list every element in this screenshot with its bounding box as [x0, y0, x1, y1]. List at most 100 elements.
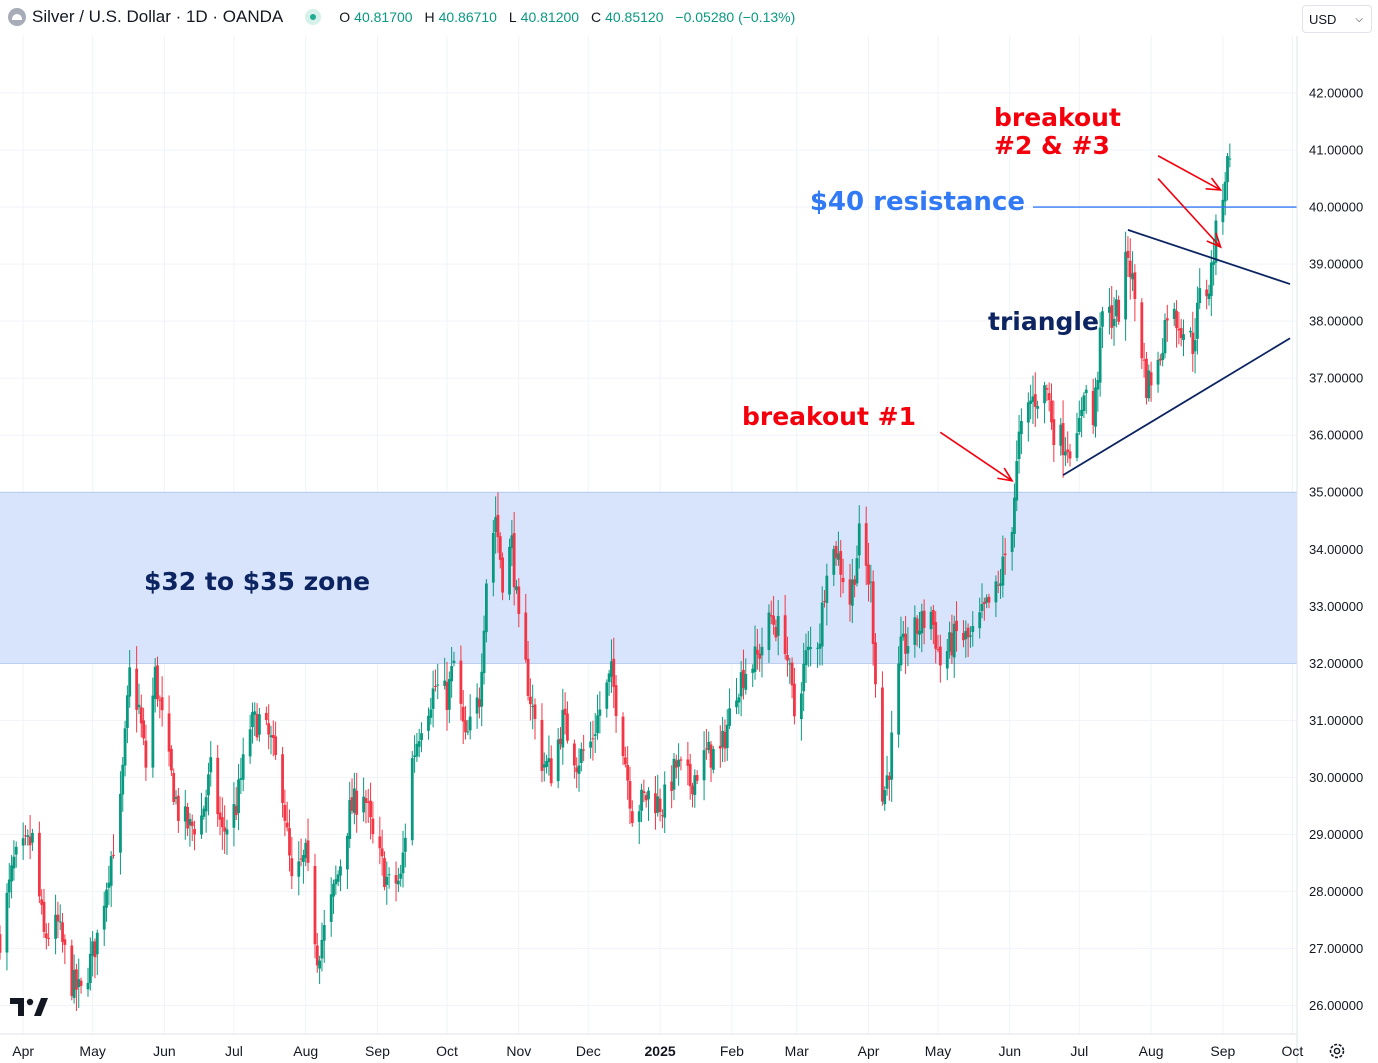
candle-body [591, 738, 595, 740]
ohlc-readout: O 40.81700 H 40.86710 L 40.81200 C 40.85120 … [339, 9, 799, 25]
candle-body [320, 939, 324, 959]
candle-body [1209, 262, 1213, 296]
time-tick-label: Feb [720, 1043, 744, 1059]
candle-body [380, 848, 384, 857]
open-label: O [339, 9, 351, 25]
candle-body [1226, 156, 1229, 183]
high-label: H [424, 9, 435, 25]
candle-body [788, 663, 792, 665]
candle-body [1094, 387, 1097, 427]
candle-body [952, 623, 956, 658]
candle-body [186, 806, 190, 829]
candle-body [151, 695, 155, 768]
candle-body [915, 618, 919, 634]
annotation-arrow-head [1206, 232, 1222, 249]
candle-body [1029, 400, 1033, 404]
candle-body [37, 832, 41, 897]
candle-body [899, 636, 903, 666]
price-tick-label: 29.00000 [1309, 827, 1363, 842]
price-tick-label: 32.00000 [1309, 656, 1363, 671]
candle-body [978, 612, 982, 629]
chart-title[interactable]: Silver / U.S. Dollar · 1D · OANDA [32, 7, 284, 26]
candle-body [735, 700, 738, 708]
candle-body [1059, 424, 1063, 446]
candle-body [160, 697, 164, 711]
candle-body [526, 658, 530, 696]
candle-body [637, 811, 641, 822]
candle-body [1026, 402, 1030, 423]
candle-body [670, 781, 674, 791]
candle-body [994, 581, 998, 603]
candle-body [417, 741, 421, 747]
candle-body [14, 846, 18, 855]
candle-body [1112, 318, 1116, 327]
candle-body [501, 557, 504, 593]
candle-body [1013, 497, 1016, 534]
candle-body [728, 708, 731, 726]
axes: 42.00000 41.00000 40.00000 39.00000 38.00000… [0, 36, 1363, 1063]
market-status-icon[interactable] [305, 9, 322, 25]
triangle-lower-line [1062, 337, 1291, 476]
candle-body [918, 630, 921, 635]
price-tick-label: 36.00000 [1309, 428, 1363, 443]
currency-select[interactable]: USD ⌵ [1302, 5, 1372, 33]
candle-body [443, 680, 447, 686]
price-tick-label: 41.00000 [1309, 143, 1363, 158]
candle-body [332, 883, 335, 897]
candle-body [216, 757, 220, 815]
candle-body [153, 666, 157, 699]
candle-body [531, 705, 535, 707]
candle-body [593, 734, 597, 736]
candle-body [679, 759, 683, 761]
candle-body [612, 658, 616, 687]
candle-body [1096, 379, 1100, 390]
candle-body [128, 667, 132, 697]
candle-body [1191, 332, 1195, 354]
tradingview-logo-icon[interactable] [10, 996, 48, 1018]
candle-body [1198, 288, 1202, 304]
candle-body [494, 517, 498, 533]
gear-icon[interactable] [1327, 1041, 1347, 1061]
candle-body [837, 553, 840, 560]
candle-body [996, 584, 1000, 586]
candle-body [982, 601, 986, 604]
candle-body [623, 757, 627, 765]
candle-body [403, 837, 407, 852]
candle-body [739, 672, 743, 697]
time-tick-label: Apr [858, 1043, 880, 1059]
candle-body [480, 671, 484, 707]
candle-body [142, 720, 145, 739]
candle-body [885, 775, 889, 789]
candle-body [1172, 308, 1176, 319]
candle-body [1196, 302, 1199, 339]
candle-body [1189, 330, 1192, 333]
candle-body [322, 925, 326, 941]
candle-body [938, 646, 942, 666]
candle-body [799, 693, 803, 720]
candle-body [125, 695, 129, 728]
candle-body [1161, 352, 1165, 361]
candle-body [517, 586, 521, 614]
candle-body [1080, 409, 1084, 417]
candle-body [818, 643, 822, 649]
candle-body [772, 615, 775, 625]
candle-body [857, 523, 861, 556]
resistance-label: $40 resistance [810, 187, 1025, 217]
candle-body [890, 732, 894, 780]
price-tick-label: 28.00000 [1309, 884, 1363, 899]
candle-body [350, 797, 354, 811]
candle-body [42, 901, 46, 932]
time-tick-label: Jun [999, 1043, 1022, 1059]
candle-body [1179, 327, 1183, 339]
candle-body [1010, 531, 1014, 552]
candle-body [709, 744, 713, 768]
candle-body [1177, 328, 1181, 331]
candle-body [549, 758, 553, 784]
candle-body [691, 785, 694, 795]
candle-body [285, 822, 289, 828]
candle-body [1114, 299, 1118, 317]
candle-body [695, 775, 699, 781]
candle-body [1131, 273, 1134, 280]
time-tick-label: May [925, 1043, 951, 1059]
